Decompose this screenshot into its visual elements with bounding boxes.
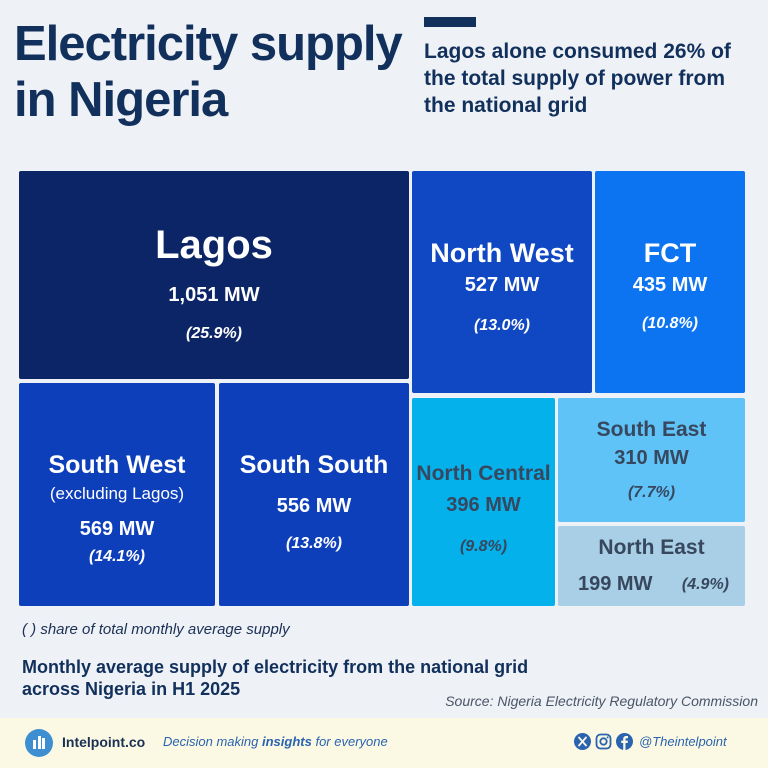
- subtitle-line-2: across Nigeria in H1 2025: [22, 679, 241, 699]
- tile-share: (13.0%): [473, 317, 531, 334]
- tile-name: South West: [48, 451, 186, 479]
- tile-share: (9.8%): [459, 538, 508, 555]
- tile-value: 199 MW: [578, 573, 653, 595]
- tile-value: 1,051 MW: [168, 284, 260, 306]
- instagram-icon[interactable]: [595, 733, 612, 750]
- tile-fct: FCT 435 MW (10.8%): [595, 171, 745, 393]
- tile-share: (10.8%): [641, 315, 699, 332]
- title-line-2: in Nigeria: [14, 73, 228, 127]
- tile-value: 556 MW: [276, 495, 352, 517]
- tile-value: 310 MW: [614, 447, 689, 469]
- tagline-post: for everyone: [311, 734, 388, 749]
- tagline-bold: insights: [262, 734, 312, 749]
- tile-name: Lagos: [155, 223, 273, 267]
- tile-lagos: Lagos 1,051 MW (25.9%): [19, 171, 409, 379]
- tile-value: 569 MW: [79, 518, 155, 540]
- intelpoint-logo-icon: [25, 729, 53, 757]
- tile-share: (13.8%): [285, 535, 343, 552]
- tile-name: North East: [598, 536, 705, 559]
- accent-bar: [424, 17, 476, 27]
- subtitle-line-1: Monthly average supply of electricity fr…: [22, 657, 529, 677]
- chart-subtitle: Monthly average supply of electricity fr…: [22, 656, 622, 700]
- page-title: Electricity supply in Nigeria: [14, 16, 414, 128]
- title-line-1: Electricity supply: [14, 17, 403, 71]
- headline: Lagos alone consumed 26% of the total su…: [424, 40, 731, 117]
- tile-name: North West: [430, 238, 574, 268]
- share-note: ( ) share of total monthly average suppl…: [22, 621, 290, 638]
- tile-name: South South: [239, 451, 389, 479]
- tile-share: (14.1%): [88, 548, 146, 565]
- tile-name: FCT: [643, 238, 697, 268]
- tagline: Decision making insights for everyone: [163, 734, 388, 749]
- tile-value: 527 MW: [464, 274, 540, 296]
- tile-value: 435 MW: [632, 274, 708, 296]
- tagline-pre: Decision making: [163, 734, 262, 749]
- tile-name: South East: [596, 418, 707, 441]
- tile-north-central: North Central 396 MW (9.8%): [412, 398, 555, 606]
- tile-share: (4.9%): [681, 576, 729, 593]
- facebook-icon[interactable]: [616, 733, 633, 750]
- tile-south-east: South East 310 MW (7.7%): [558, 398, 745, 522]
- tile-note: (excluding Lagos): [49, 484, 185, 503]
- tile-name: North Central: [416, 462, 551, 485]
- tile-north-west: North West 527 MW (13.0%): [412, 171, 592, 393]
- tile-south-west: South West (excluding Lagos) 569 MW (14.…: [19, 383, 215, 606]
- x-twitter-icon[interactable]: [574, 733, 591, 750]
- tile-value: 396 MW: [446, 494, 521, 516]
- social-handle[interactable]: @Theintelpoint: [639, 734, 727, 749]
- tile-share: (7.7%): [627, 484, 676, 501]
- source-credit: Source: Nigeria Electricity Regulatory C…: [445, 693, 758, 709]
- tile-share: (25.9%): [185, 325, 243, 342]
- brand-name: Intelpoint.co: [62, 734, 146, 750]
- tile-north-east: North East 199 MW (4.9%): [558, 526, 745, 606]
- tile-south-south: South South 556 MW (13.8%): [219, 383, 409, 606]
- footer: Intelpoint.co Decision making insights f…: [0, 718, 768, 768]
